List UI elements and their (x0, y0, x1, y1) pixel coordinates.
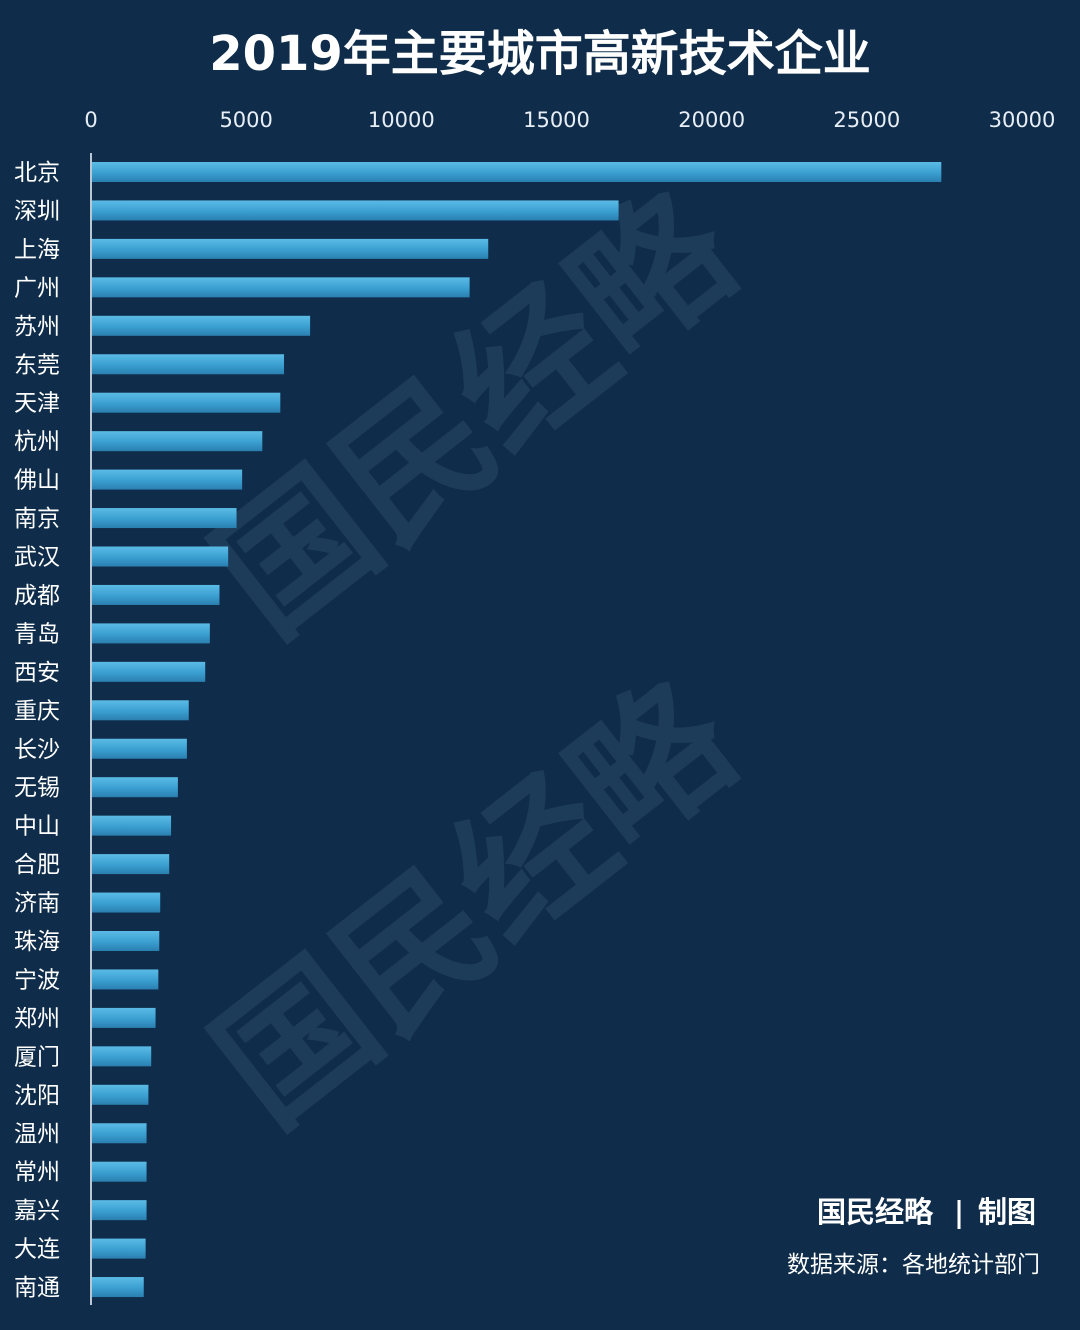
bar (91, 392, 281, 413)
bar (91, 892, 161, 913)
category-label: 郑州 (14, 1006, 60, 1032)
category-label: 天津 (14, 391, 60, 417)
bar (91, 854, 170, 875)
bar (91, 354, 285, 375)
bar (91, 200, 619, 221)
brand-separator: | (954, 1195, 965, 1229)
bar (91, 315, 311, 336)
bar (91, 661, 206, 682)
category-label: 南通 (14, 1275, 60, 1301)
category-label: 温州 (14, 1121, 60, 1147)
bar (91, 1007, 156, 1028)
category-label: 西安 (14, 660, 60, 686)
category-label: 济南 (14, 891, 60, 917)
category-label: 南京 (14, 506, 60, 532)
watermark-text-1: 国民经略 (184, 158, 768, 668)
category-label: 杭州 (14, 429, 60, 455)
category-label: 沈阳 (14, 1083, 60, 1109)
bar (91, 969, 159, 990)
bar (91, 469, 243, 490)
category-label: 成都 (14, 583, 60, 609)
category-label: 北京 (14, 160, 60, 186)
x-tick-label: 30000 (989, 108, 1056, 132)
category-label: 上海 (14, 237, 60, 263)
bar (91, 700, 189, 721)
x-axis-ticks: 0 5000 10000 15000 20000 25000 30000 (84, 108, 1055, 132)
category-label: 重庆 (14, 698, 60, 724)
bar (91, 1084, 149, 1105)
category-label: 苏州 (14, 314, 60, 340)
footer-brand: 国民经略 | 制图 (817, 1195, 1036, 1229)
bar (91, 1238, 146, 1259)
bar (91, 1277, 144, 1298)
bar (91, 238, 489, 259)
bar (91, 546, 229, 567)
bar (91, 1200, 147, 1221)
category-label: 长沙 (14, 737, 60, 763)
category-label: 佛山 (14, 468, 60, 494)
category-label: 中山 (14, 814, 60, 840)
made-by-label: 制图 (978, 1195, 1036, 1229)
category-label: 广州 (14, 275, 60, 301)
x-tick-label: 10000 (368, 108, 435, 132)
x-tick-label: 5000 (219, 108, 272, 132)
x-tick-label: 15000 (523, 108, 590, 132)
category-label: 东莞 (14, 352, 60, 378)
category-label: 无锡 (14, 775, 60, 801)
bar (91, 584, 220, 605)
chart-title: 2019年主要城市高新技术企业 (209, 26, 871, 82)
bar (91, 1161, 147, 1182)
bar (91, 162, 942, 182)
category-label: 常州 (14, 1160, 60, 1186)
x-tick-label: 20000 (678, 108, 745, 132)
watermark: 国民经略 国民经略 (184, 158, 768, 1158)
bar (91, 623, 210, 644)
category-labels: 北京深圳上海广州苏州东莞天津杭州佛山南京武汉成都青岛西安重庆长沙无锡中山合肥济南… (14, 160, 60, 1301)
watermark-text-2: 国民经略 (184, 648, 768, 1158)
bar (91, 508, 237, 529)
bar (91, 738, 187, 759)
x-tick-label: 25000 (833, 108, 900, 132)
bar (91, 1046, 152, 1067)
category-label: 珠海 (14, 929, 60, 955)
category-label: 厦门 (14, 1044, 60, 1070)
bar (91, 431, 263, 452)
category-label: 武汉 (14, 545, 60, 571)
bar (91, 1123, 147, 1144)
data-source: 数据来源：各地统计部门 (787, 1252, 1040, 1278)
bar (91, 777, 178, 798)
brand-label: 国民经略 (817, 1195, 934, 1229)
category-label: 合肥 (14, 852, 60, 878)
bar (91, 931, 160, 951)
category-label: 嘉兴 (14, 1198, 60, 1224)
x-tick-label: 0 (84, 108, 97, 132)
category-label: 深圳 (14, 198, 60, 224)
bar (91, 277, 470, 298)
bar (91, 815, 172, 836)
category-label: 宁波 (14, 967, 60, 993)
category-label: 大连 (14, 1237, 60, 1263)
category-label: 青岛 (14, 621, 60, 647)
bars (91, 162, 942, 1298)
